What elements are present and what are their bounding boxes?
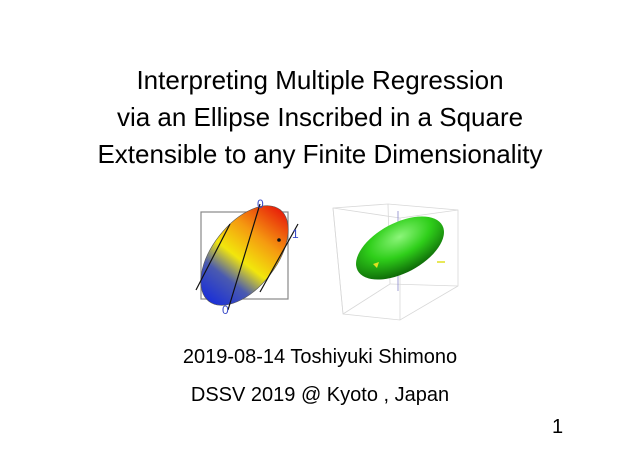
slide-title: Interpreting Multiple Regression via an … (0, 62, 640, 173)
label-top: 0 (257, 197, 264, 211)
yellow-point (373, 262, 379, 268)
title-line-3: Extensible to any Finite Dimensionality (97, 139, 543, 169)
tangent-line-right (259, 223, 299, 293)
label-bottom: 0 (222, 303, 229, 317)
ellipse-in-square-figure: 0 1 0 (195, 197, 299, 317)
author-line: 2019-08-14 Toshiyuki Shimono (182, 346, 458, 368)
ellipsoid-3d-figure (332, 203, 459, 321)
label-right: 1 (292, 227, 299, 241)
page-number: 1 (552, 416, 564, 438)
tangent-line-left (195, 223, 231, 291)
square-frame (200, 211, 289, 300)
title-line-1: Interpreting Multiple Regression (136, 65, 504, 95)
center-line (227, 203, 261, 311)
venue-line: DSSV 2019 @ Kyoto , Japan (190, 384, 450, 406)
point-marker (277, 238, 281, 242)
title-line-2: via an Ellipse Inscribed in a Square (116, 102, 524, 132)
